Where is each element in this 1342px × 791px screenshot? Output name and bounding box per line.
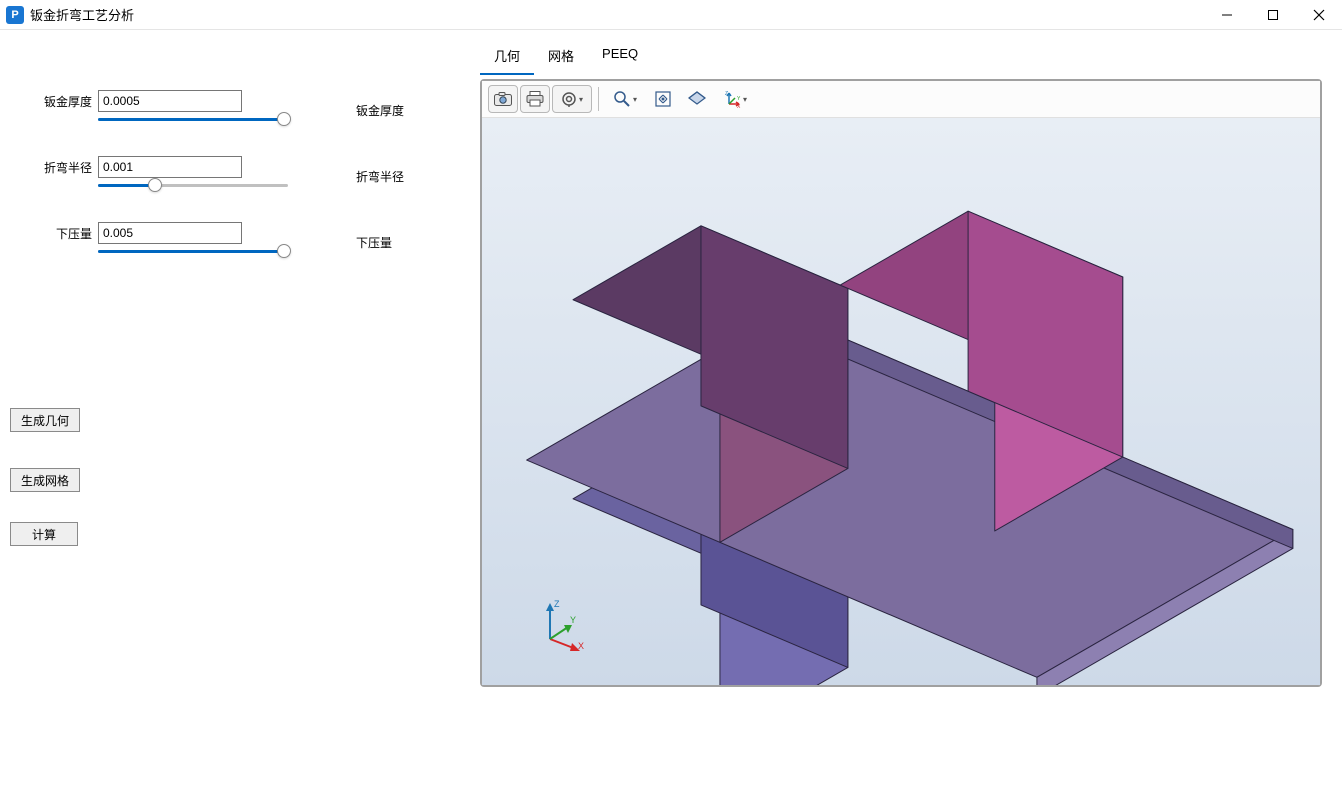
right-panel: 几何 网格 PEEQ (480, 30, 1342, 791)
generate-geometry-button[interactable]: 生成几何 (10, 408, 80, 432)
titlebar: P 钣金折弯工艺分析 (0, 0, 1342, 30)
param-press: 下压量 (10, 222, 288, 253)
bounds-button[interactable] (681, 85, 713, 113)
svg-text:X: X (578, 641, 584, 651)
geometry-render (482, 118, 1320, 685)
zoom-icon (613, 90, 631, 108)
close-button[interactable] (1296, 0, 1342, 30)
bounds-icon (687, 90, 707, 108)
app-icon: P (6, 6, 24, 24)
fit-button[interactable] (647, 85, 679, 113)
viewport-container: Z Y X Z Y X (480, 79, 1322, 687)
parameter-panel: 钣金厚度 钣金厚度 折弯半径 折弯半径 下压量 (0, 30, 480, 791)
window-controls (1204, 0, 1342, 30)
radius-right-label: 折弯半径 (356, 168, 404, 185)
minimize-button[interactable] (1204, 0, 1250, 30)
orientation-triad: Z Y X (532, 595, 592, 655)
tab-geometry[interactable]: 几何 (480, 40, 534, 75)
tab-peeq[interactable]: PEEQ (588, 40, 652, 75)
radius-slider[interactable] (98, 184, 288, 187)
svg-text:Y: Y (737, 96, 741, 102)
radius-label: 折弯半径 (10, 159, 98, 176)
generate-mesh-button[interactable]: 生成网格 (10, 468, 80, 492)
compute-button[interactable]: 计算 (10, 522, 78, 546)
press-label: 下压量 (10, 225, 98, 242)
press-right-label: 下压量 (356, 234, 392, 251)
tab-bar: 几何 网格 PEEQ (480, 40, 1322, 75)
camera-icon (494, 92, 512, 106)
press-slider[interactable] (98, 250, 288, 253)
thickness-input[interactable] (98, 90, 242, 112)
tab-mesh[interactable]: 网格 (534, 40, 588, 75)
main-area: 钣金厚度 钣金厚度 折弯半径 折弯半径 下压量 (0, 30, 1342, 791)
snapshot-button[interactable] (488, 85, 518, 113)
target-icon (561, 91, 577, 107)
thickness-right-label: 钣金厚度 (356, 102, 404, 119)
param-thickness: 钣金厚度 (10, 90, 288, 121)
press-input[interactable] (98, 222, 242, 244)
toolbar-separator (598, 87, 599, 111)
fit-icon (654, 90, 672, 108)
thickness-label: 钣金厚度 (10, 93, 98, 110)
svg-text:Y: Y (570, 615, 576, 625)
axis-icon: Z Y X (723, 90, 741, 108)
settings-button[interactable] (552, 85, 592, 113)
viewport-3d[interactable]: Z Y X (482, 118, 1320, 685)
svg-text:X: X (737, 104, 741, 108)
orient-button[interactable]: Z Y X (715, 85, 755, 113)
param-radius: 折弯半径 (10, 156, 288, 187)
print-icon (526, 91, 544, 107)
window-title: 钣金折弯工艺分析 (30, 5, 1204, 24)
radius-input[interactable] (98, 156, 242, 178)
thickness-slider[interactable] (98, 118, 288, 121)
svg-text:Z: Z (554, 599, 560, 609)
print-button[interactable] (520, 85, 550, 113)
maximize-button[interactable] (1250, 0, 1296, 30)
svg-text:Z: Z (725, 91, 728, 97)
viewport-toolbar: Z Y X (482, 81, 1320, 118)
zoom-button[interactable] (605, 85, 645, 113)
